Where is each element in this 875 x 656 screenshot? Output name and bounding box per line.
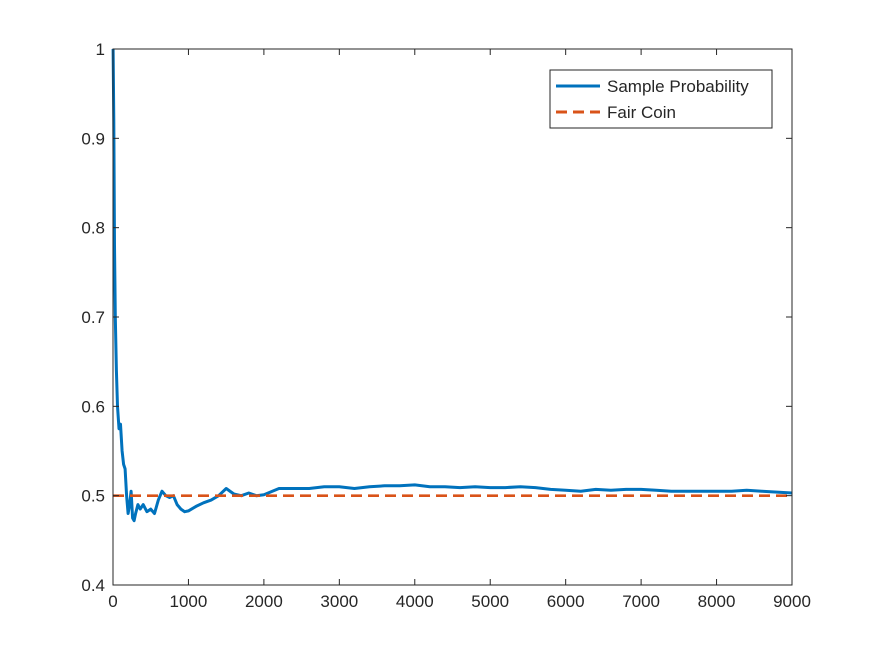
- x-tick-label: 1000: [170, 592, 208, 611]
- legend: Sample Probability Fair Coin: [549, 69, 773, 129]
- y-tick-label: 0.9: [81, 129, 105, 148]
- data-layer: [111, 48, 793, 523]
- x-tick-label: 3000: [320, 592, 358, 611]
- legend-label-fair-coin: Fair Coin: [607, 103, 676, 122]
- x-tick-label: 8000: [698, 592, 736, 611]
- x-axis-ticks: 0 1000 2000 3000 4000 5000 6000 7000 8000 9000: [108, 49, 811, 611]
- y-tick-label: 1: [96, 40, 105, 59]
- x-tick-label: 9000: [773, 592, 811, 611]
- y-tick-label: 0.7: [81, 308, 105, 327]
- legend-label-sample-probability: Sample Probability: [607, 77, 749, 96]
- legend-box: [549, 69, 773, 129]
- x-tick-label: 2000: [245, 592, 283, 611]
- x-tick-label: 0: [108, 592, 117, 611]
- y-tick-label: 0.8: [81, 219, 105, 238]
- x-tick-label: 7000: [622, 592, 660, 611]
- y-tick-label: 0.6: [81, 397, 105, 416]
- plot-area: [113, 49, 792, 585]
- y-tick-label: 0.5: [81, 487, 105, 506]
- x-tick-label: 5000: [471, 592, 509, 611]
- x-tick-label: 6000: [547, 592, 585, 611]
- x-tick-label: 4000: [396, 592, 434, 611]
- y-axis-ticks: 0.4 0.5 0.6 0.7 0.8 0.9 1: [81, 40, 792, 595]
- axes-box: [112, 48, 793, 586]
- y-tick-label: 0.4: [81, 576, 105, 595]
